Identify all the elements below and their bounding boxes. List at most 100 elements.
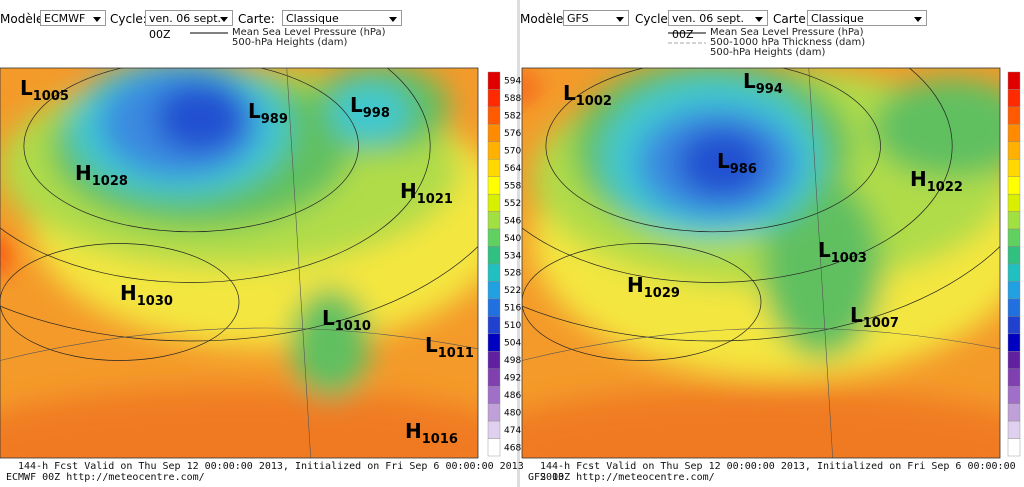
center-letter: H <box>75 161 92 185</box>
height-field <box>522 68 1000 458</box>
model-select[interactable]: GFS <box>563 10 629 26</box>
colorbar-cell <box>1007 211 1021 230</box>
colorbar-label: 492 <box>504 373 521 383</box>
colorbar-cell <box>487 89 501 108</box>
model-select[interactable]: ECMWF <box>40 10 106 26</box>
center-letter: L <box>743 69 756 93</box>
colorbar-label: 540 <box>504 234 521 244</box>
map-label: Carte: <box>238 12 275 26</box>
center-letter: L <box>425 333 438 357</box>
height-area <box>0 388 478 458</box>
colorbar-cell <box>1007 281 1021 300</box>
colorbar-cell <box>1007 385 1021 404</box>
contour <box>0 245 478 342</box>
contour <box>522 68 953 283</box>
cycle-select[interactable]: ven. 06 sept. 00Z <box>668 10 768 41</box>
colorbar-label: 474 <box>504 426 521 436</box>
cycle-select[interactable]: ven. 06 sept. 00Z <box>145 10 233 41</box>
colorbar-label: 570 <box>504 147 521 157</box>
cycle-label: Cycle: <box>635 12 672 26</box>
colorbar-label: 516 <box>504 304 521 314</box>
center-letter: L <box>717 149 730 173</box>
colorbar-cell <box>487 420 501 439</box>
colorbar-cell <box>487 159 501 177</box>
colorbar-label: 498 <box>504 356 521 366</box>
footer-text: GFS 00Z http://meteocentre.com/ <box>528 472 715 483</box>
colorbar-label: 582 <box>504 112 521 122</box>
colorbar-cell <box>487 298 501 317</box>
colorbar-cell <box>487 316 501 335</box>
weather-map <box>522 68 1000 458</box>
map-select[interactable]: Classique <box>807 10 927 26</box>
pressure-center: L1007 <box>850 303 899 331</box>
colorbar-cell <box>1007 228 1021 247</box>
map-label: Carte: <box>773 12 810 26</box>
colorbar-cell <box>487 351 501 369</box>
colorbar-cell <box>487 246 501 265</box>
pressure-center: L994 <box>743 69 783 97</box>
pressure-center: L1010 <box>322 306 371 334</box>
pressure-center: L1002 <box>563 81 612 109</box>
pressure-center: L1005 <box>20 76 69 104</box>
center-value: 1016 <box>422 432 458 447</box>
colorbar-cell <box>487 106 501 125</box>
pressure-center: L998 <box>350 93 390 121</box>
center-letter: L <box>563 81 576 105</box>
map-frame <box>0 67 479 459</box>
center-value: 1029 <box>644 286 680 301</box>
pressure-center: H1028 <box>75 161 128 189</box>
model-label: Modèle: <box>0 12 48 26</box>
height-area <box>290 288 370 398</box>
colorbar-cell <box>1007 316 1021 335</box>
colorbar-cell <box>487 281 501 300</box>
center-letter: H <box>405 419 422 443</box>
colorbar-cell <box>487 71 501 90</box>
contour <box>0 243 240 361</box>
colorbar-cell <box>1007 263 1021 282</box>
colorbar-cell <box>1007 333 1021 352</box>
center-letter: H <box>910 167 927 191</box>
legend-entry: Mean Sea Level Pressure (hPa) <box>710 27 864 38</box>
model-label: Modèle: <box>520 12 568 26</box>
colorbar-cell <box>1007 351 1021 369</box>
pressure-center: H1030 <box>120 281 173 309</box>
colorbar-cell <box>1007 89 1021 108</box>
pressure-center: L986 <box>717 149 757 177</box>
colorbar-cell <box>1007 368 1021 387</box>
colorbar-label: 468 <box>504 443 521 453</box>
height-area <box>872 78 1000 178</box>
colorbar-cell <box>1007 176 1021 195</box>
map-select[interactable]: Classique <box>282 10 402 26</box>
center-value: 989 <box>261 112 288 127</box>
weather-map <box>0 68 478 458</box>
center-value: 1005 <box>33 89 69 104</box>
colorbar-label: 522 <box>504 286 521 296</box>
colorbar-cell <box>487 368 501 387</box>
colorbar-cell <box>487 403 501 422</box>
contour <box>545 68 881 233</box>
footer-text: 144-h Fcst Valid on Thu Sep 12 00:00:00 … <box>540 461 1016 483</box>
center-letter: H <box>627 273 644 297</box>
colorbar-cell <box>487 333 501 352</box>
legend-entry: 500-hPa Heights (dam) <box>232 37 348 48</box>
height-area <box>522 78 532 98</box>
center-value: 1007 <box>863 316 899 331</box>
center-letter: L <box>850 303 863 327</box>
center-value: 1011 <box>438 346 474 361</box>
height-area <box>0 239 12 267</box>
pressure-center: H1021 <box>400 179 453 207</box>
center-value: 994 <box>756 82 783 97</box>
colorbar-label: 504 <box>504 339 521 349</box>
colorbar-cell <box>1007 124 1021 143</box>
cycle-label: Cycle: <box>110 12 147 26</box>
contour <box>0 68 431 283</box>
center-value: 998 <box>363 106 390 121</box>
footer-text: ECMWF 00Z http://meteocentre.com/ <box>6 472 205 483</box>
colorbar-cell <box>1007 193 1021 212</box>
colorbar-cell <box>1007 141 1021 160</box>
height-area <box>155 83 245 153</box>
colorbar-cell <box>487 193 501 212</box>
colorbar-label: 546 <box>504 216 521 226</box>
center-value: 1003 <box>831 251 867 266</box>
